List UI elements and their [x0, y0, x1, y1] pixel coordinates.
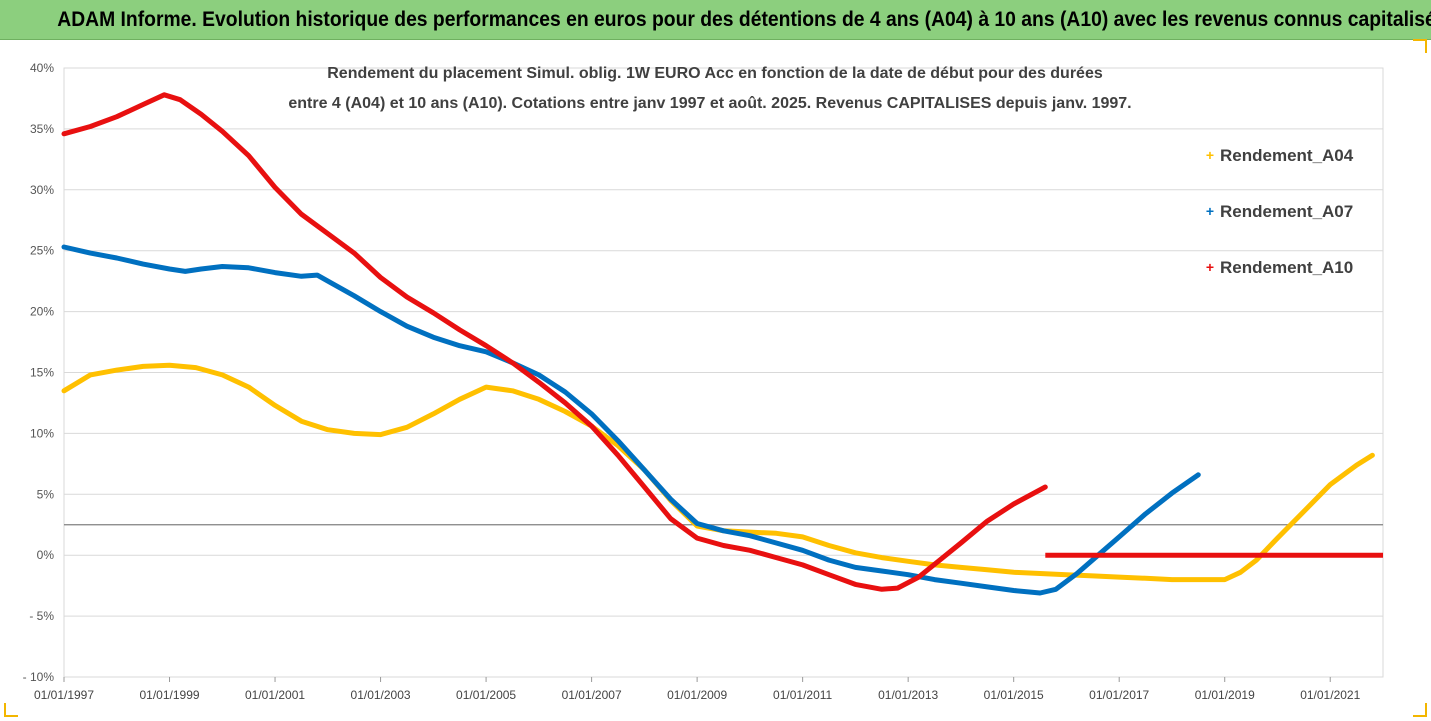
- y-axis: 40% 35% 30% 25% 20% 15% 10% 5% 0% - 5% - 10%: [23, 61, 55, 684]
- chart-title-line-1: Rendement du placement Simul. oblig. 1W …: [327, 65, 1103, 82]
- series-line-rendement-a07: [61, 244, 1201, 596]
- legend-marker: +: [1206, 203, 1214, 219]
- legend-label: Rendement_A10: [1220, 258, 1353, 277]
- legend-label: Rendement_A07: [1220, 202, 1353, 221]
- y-tick-label: 40%: [30, 61, 54, 75]
- y-tick-label: 10%: [30, 426, 54, 440]
- y-tick-label: 25%: [30, 244, 54, 258]
- y-tick-label: 35%: [30, 122, 54, 136]
- x-tick-label: 01/01/2013: [878, 688, 938, 702]
- y-tick-label: 20%: [30, 305, 54, 319]
- x-tick-label: 01/01/1997: [34, 688, 94, 702]
- chart-title: Rendement du placement Simul. oblig. 1W …: [288, 65, 1131, 112]
- frame-corner-top-right: [1413, 39, 1427, 53]
- x-tick-label: 01/01/2009: [667, 688, 727, 702]
- line-chart: 40% 35% 30% 25% 20% 15% 10% 5% 0% - 5% - 10% 01/01…: [23, 61, 1384, 702]
- frame-corner-bottom-left: [4, 703, 18, 717]
- x-tick-label: 01/01/2007: [562, 688, 622, 702]
- x-axis: 01/01/1997 01/01/1999 01/01/2001 01/01/2003…: [34, 677, 1361, 702]
- y-tick-label: - 10%: [23, 670, 55, 684]
- legend-marker: +: [1206, 259, 1214, 275]
- series-line-rendement-a04: [61, 362, 1375, 583]
- x-tick-label: 01/01/2011: [773, 688, 832, 702]
- series-layer: [61, 92, 1383, 596]
- y-tick-label: 15%: [30, 366, 54, 380]
- grid-lines: [63, 67, 1384, 678]
- x-tick-label: 01/01/2021: [1300, 688, 1360, 702]
- x-tick-label: 01/01/2005: [456, 688, 516, 702]
- plot-area-border: [63, 67, 1384, 678]
- x-tick-label: 01/01/2001: [245, 688, 305, 702]
- legend-label: Rendement_A04: [1220, 146, 1354, 165]
- y-tick-label: 0%: [37, 548, 55, 562]
- y-tick-label: - 5%: [29, 609, 54, 623]
- x-tick-label: 01/01/2019: [1195, 688, 1255, 702]
- chart-title-line-2: entre 4 (A04) et 10 ans (A10). Cotations…: [288, 95, 1131, 112]
- page-title: ADAM Informe. Evolution historique des p…: [57, 8, 1431, 31]
- frame-corner-bottom-right: [1413, 703, 1427, 717]
- series-line-rendement-a10: [61, 92, 1048, 592]
- x-tick-label: 01/01/2015: [984, 688, 1044, 702]
- y-tick-label: 5%: [37, 487, 55, 501]
- header-banner: [0, 0, 1431, 40]
- legend: + Rendement_A04 + Rendement_A07 + Rendement_A…: [1206, 146, 1354, 277]
- x-tick-label: 01/01/2003: [351, 688, 411, 702]
- x-tick-label: 01/01/1999: [139, 688, 199, 702]
- x-tick-label: 01/01/2017: [1089, 688, 1149, 702]
- y-tick-label: 30%: [30, 183, 54, 197]
- legend-marker: +: [1206, 147, 1214, 163]
